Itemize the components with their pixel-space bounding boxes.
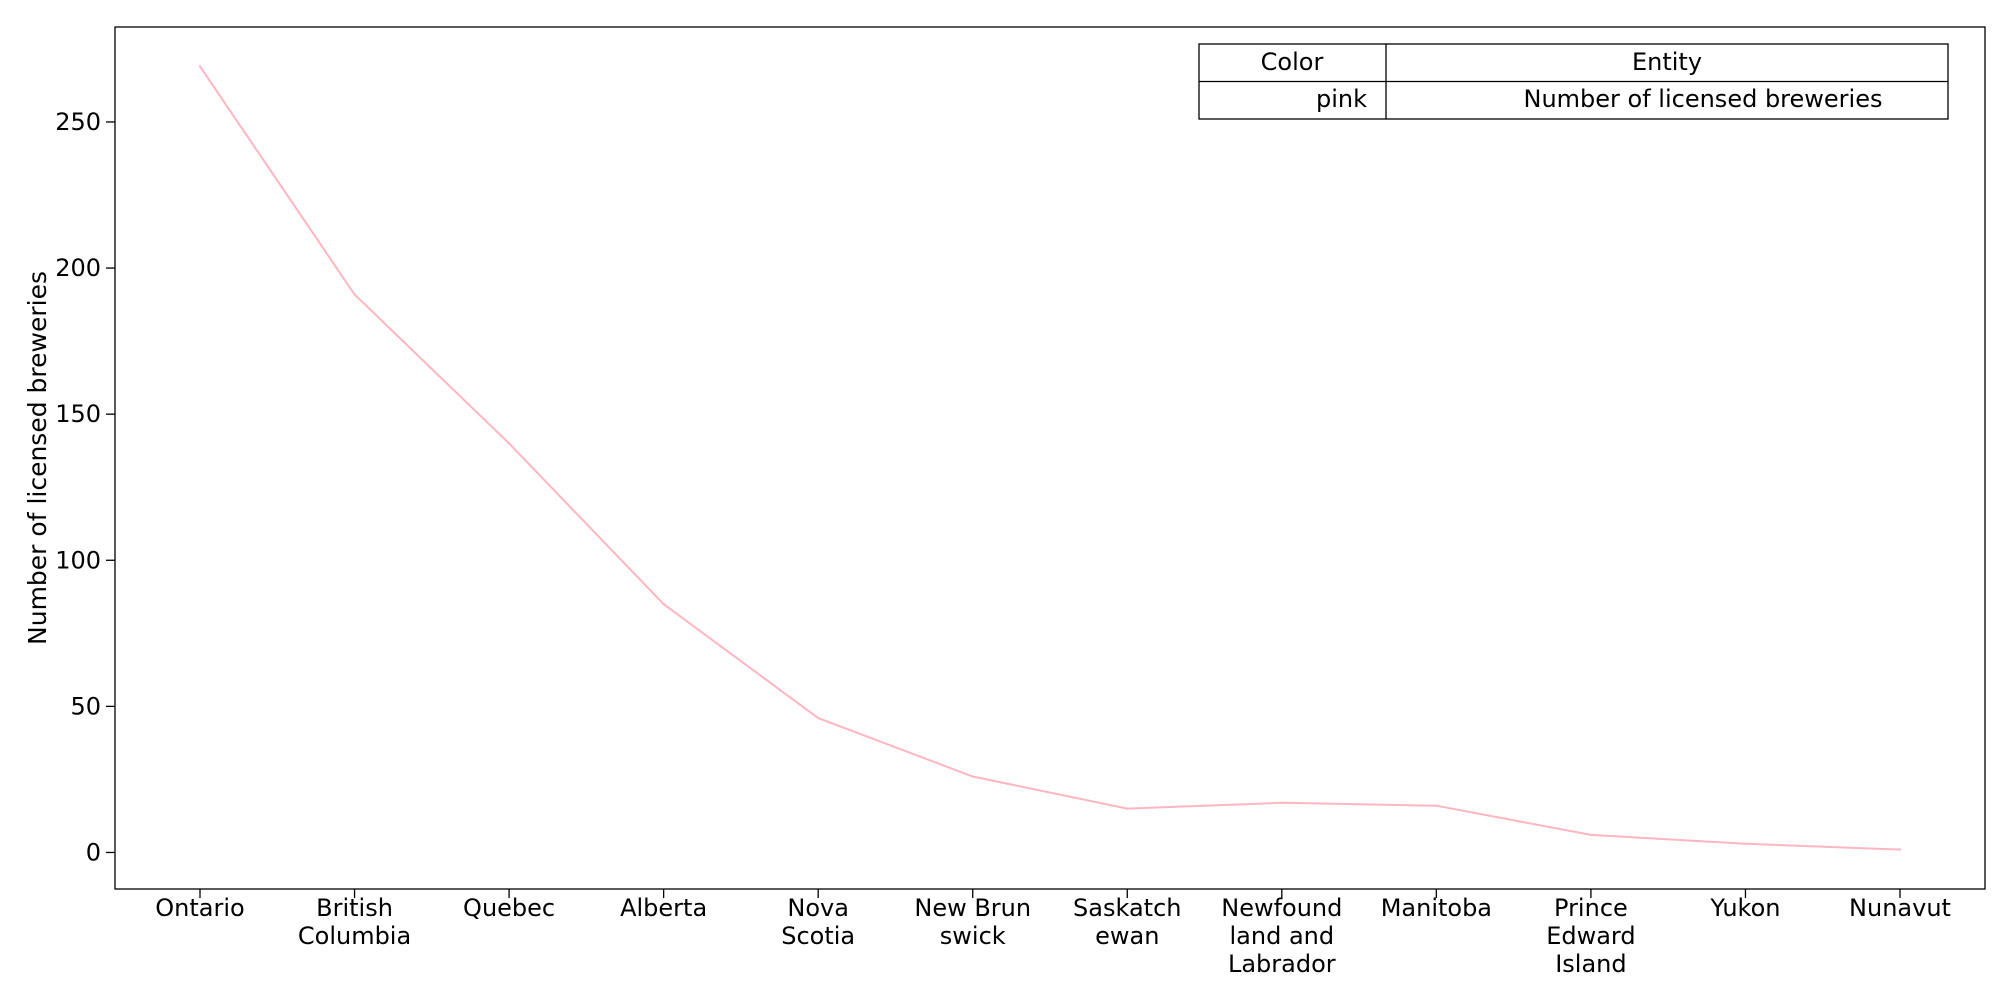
- x-tick-label: Manitoba: [1381, 894, 1492, 922]
- data-point: [1589, 833, 1593, 837]
- data-point: [662, 602, 665, 606]
- x-tick-label: Newfound land and Labrador: [1221, 894, 1342, 978]
- data-point: [1744, 842, 1747, 845]
- x-tick-label: Yukon: [1709, 894, 1780, 922]
- x-tick-label: Nova Scotia: [781, 894, 855, 950]
- x-tick-label: Ontario: [155, 894, 244, 922]
- x-tick-label: New Brun swick: [914, 894, 1031, 950]
- x-tick-label: British Columbia: [298, 894, 411, 950]
- y-tick-label: 150: [55, 400, 101, 428]
- data-point: [1280, 801, 1284, 804]
- legend-row-color: pink: [1316, 85, 1367, 113]
- y-tick-label: 100: [55, 546, 101, 574]
- series-layer: [198, 65, 1902, 851]
- legend-table: Color Entity pink Number of licensed bre…: [1198, 43, 1949, 120]
- series-line: [199, 65, 1901, 851]
- legend-header-entity: Entity: [1632, 48, 1702, 76]
- legend-row-entity: Number of licensed breweries: [1524, 85, 1883, 113]
- legend-header-color: Color: [1261, 48, 1324, 76]
- data-point: [353, 293, 356, 296]
- data-point: [1126, 807, 1129, 810]
- data-point: [1435, 804, 1438, 807]
- x-tick-label: Alberta: [620, 894, 707, 922]
- y-tick-label: 200: [55, 254, 101, 282]
- x-tick-label: Quebec: [463, 894, 555, 922]
- data-point: [198, 65, 202, 68]
- x-tick-label: Saskatch ewan: [1073, 894, 1181, 950]
- y-axis: 0 50 100 150 200 250: [55, 108, 115, 866]
- x-axis: Ontario British Columbia Quebec Alberta Nova S…: [155, 889, 1951, 978]
- y-axis-title: Number of licensed breweries: [23, 271, 52, 645]
- y-tick-label: 0: [86, 838, 101, 866]
- plot-area: [114, 26, 1986, 890]
- data-point: [971, 775, 974, 778]
- data-point: [507, 442, 511, 445]
- x-tick-label: Nunavut: [1849, 894, 1951, 922]
- data-point: [816, 716, 820, 720]
- y-tick-label: 250: [55, 108, 101, 136]
- y-tick-label: 50: [70, 692, 101, 720]
- x-tick-label: Prince Edward Island: [1546, 894, 1635, 978]
- data-point: [1898, 848, 1902, 851]
